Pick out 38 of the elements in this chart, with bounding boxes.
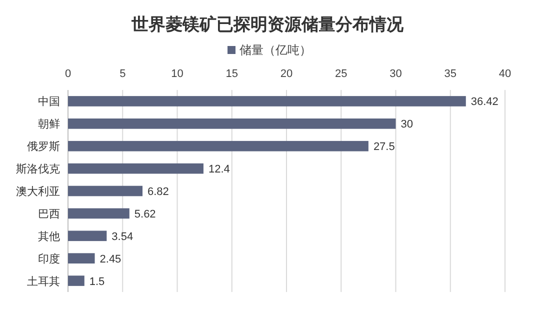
x-tick-label: 30 — [390, 68, 402, 80]
bar — [68, 276, 84, 286]
data-label: 2.45 — [100, 253, 122, 266]
x-tick-label: 10 — [171, 68, 184, 80]
x-tick-label: 15 — [226, 68, 238, 80]
y-tick-label: 朝鲜 — [38, 118, 60, 131]
chart-title: 世界菱镁矿已探明资源储量分布情况 — [130, 15, 404, 35]
data-label: 30 — [400, 118, 413, 131]
x-tick-label: 0 — [64, 68, 72, 80]
data-label: 5.62 — [134, 208, 156, 220]
bar — [68, 96, 466, 106]
bar — [68, 253, 95, 264]
y-tick-label: 俄罗斯 — [27, 140, 60, 154]
bar — [68, 140, 368, 152]
y-tick-label: 印度 — [38, 252, 60, 266]
data-label: 36.42 — [470, 96, 498, 108]
bar — [68, 163, 204, 174]
legend-label: 储量（亿吨） — [240, 43, 312, 57]
data-label: 3.54 — [112, 230, 134, 243]
y-tick-label: 其他 — [38, 230, 60, 243]
x-tick-label: 20 — [280, 68, 293, 80]
x-tick-label: 25 — [335, 68, 348, 80]
data-label: 27.5 — [373, 141, 395, 154]
bar — [68, 208, 130, 219]
x-tick-label: 5 — [120, 68, 126, 80]
bar — [68, 186, 143, 196]
data-label: 12.4 — [208, 164, 230, 176]
y-tick-label: 斯洛伐克 — [16, 162, 60, 176]
x-tick-label: 35 — [444, 68, 456, 80]
x-tick-label: 40 — [498, 68, 512, 80]
data-label: 1.5 — [89, 276, 105, 288]
y-tick-label: 土耳其 — [27, 274, 60, 288]
data-label: 6.82 — [148, 186, 169, 198]
bar — [68, 230, 107, 242]
y-tick-label: 中国 — [38, 95, 60, 108]
bar — [68, 118, 396, 129]
y-tick-label: 澳大利亚 — [16, 185, 60, 198]
y-tick-label: 巴西 — [38, 208, 60, 220]
